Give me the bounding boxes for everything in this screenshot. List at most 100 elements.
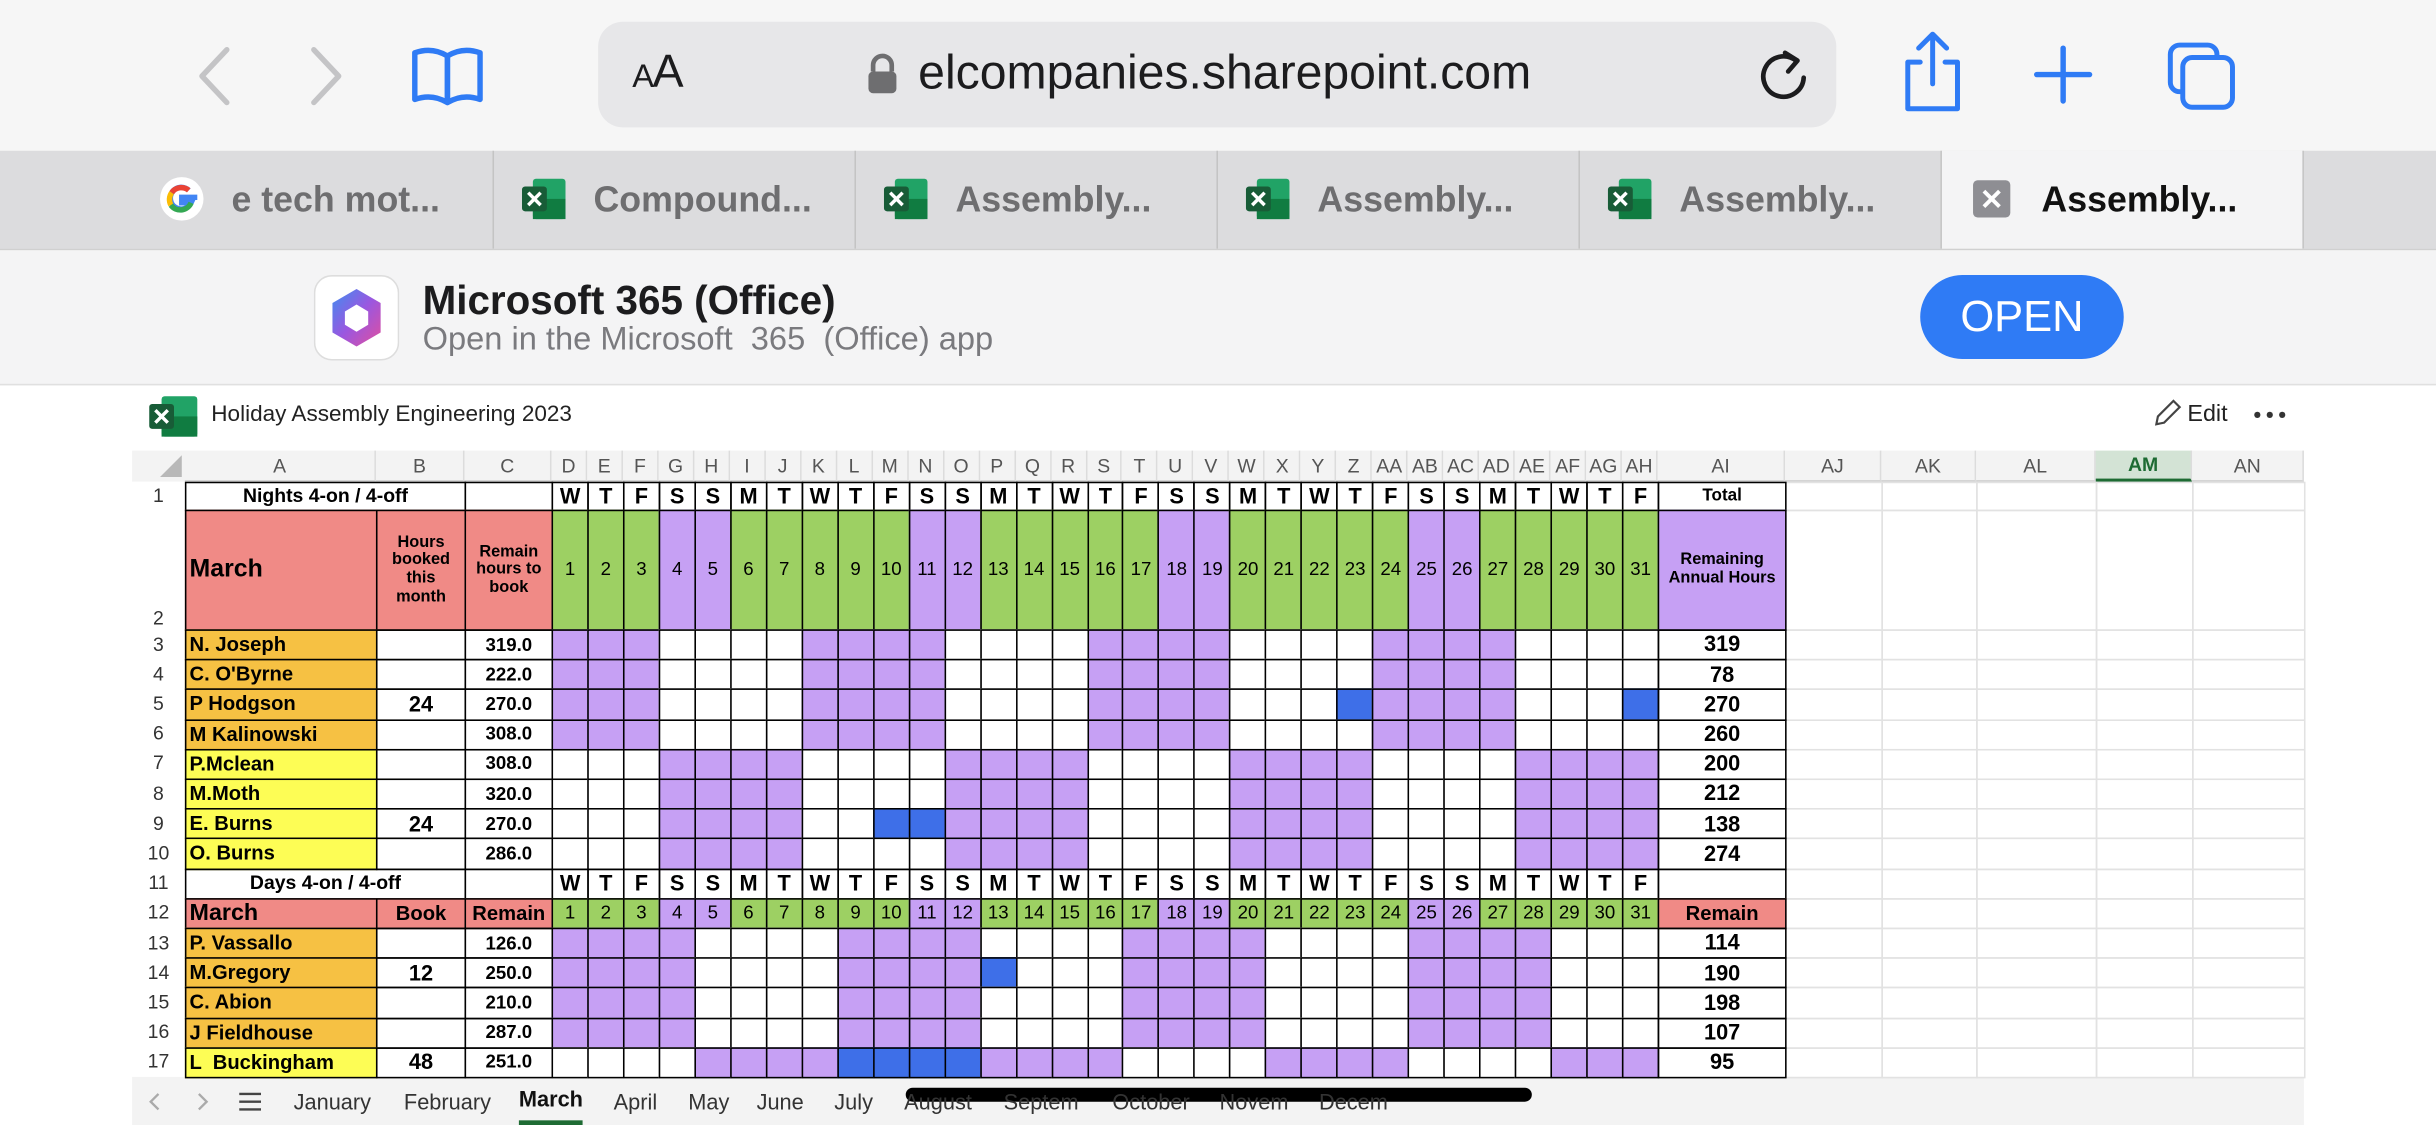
- sheet-tab[interactable]: January: [293, 1088, 372, 1114]
- shift-cell: [551, 927, 589, 960]
- row-header: 13: [132, 927, 185, 958]
- new-tab-button[interactable]: [2034, 45, 2093, 104]
- bookmarks-button[interactable]: [412, 47, 483, 106]
- shift-cell: [587, 957, 625, 989]
- shift-cell: [1514, 1046, 1553, 1079]
- sheet-tab[interactable]: Decem: [1318, 1088, 1388, 1114]
- shift-cell: [1479, 927, 1517, 960]
- shift-cell: [836, 957, 875, 989]
- shift-cell: [1372, 1017, 1410, 1049]
- shift-cell: [944, 688, 982, 721]
- date: 3: [622, 509, 661, 631]
- sheet-tab[interactable]: March: [518, 1077, 583, 1125]
- empty-cell: [2095, 688, 2194, 721]
- date: 5: [694, 509, 732, 631]
- shift-cell: [729, 718, 768, 751]
- shift-cell: [1443, 808, 1481, 840]
- sheet-tab[interactable]: May: [688, 1088, 730, 1114]
- shift-cell: [1086, 659, 1124, 691]
- date: 17: [1122, 897, 1160, 930]
- edit-button[interactable]: Edit: [2187, 400, 2228, 428]
- shift-cell: [1443, 659, 1481, 691]
- shift-cell: [1407, 1046, 1446, 1079]
- column-header: AN: [2192, 450, 2304, 482]
- shift-cell: [872, 1017, 910, 1049]
- more-button[interactable]: [2253, 407, 2287, 423]
- hours-booked: [375, 629, 467, 661]
- hours-remaining: 320.0: [464, 778, 554, 810]
- shift-cell: [587, 629, 625, 661]
- sheet-tab[interactable]: June: [756, 1088, 804, 1114]
- sheet-tab[interactable]: February: [403, 1088, 491, 1114]
- sheet-tab[interactable]: Novem: [1219, 1088, 1289, 1114]
- row-header: 5: [132, 688, 185, 719]
- shift-cell: [1158, 688, 1196, 721]
- browser-tab[interactable]: Assembly...: [1218, 150, 1580, 249]
- prev-sheet[interactable]: [149, 1093, 160, 1111]
- empty-cell: [2192, 659, 2306, 691]
- shift-cell: [1514, 778, 1553, 810]
- shift-cell: [729, 808, 768, 840]
- weekday: S: [908, 481, 946, 512]
- next-sheet[interactable]: [198, 1093, 209, 1111]
- weekday: W: [1550, 867, 1588, 900]
- shift-cell: [694, 838, 732, 870]
- weekday: M: [979, 481, 1017, 512]
- sheet-tab[interactable]: July: [834, 1088, 873, 1114]
- hours-remaining: 251.0: [464, 1046, 554, 1079]
- annual-hours: 198: [1657, 987, 1787, 1019]
- date: 14: [1015, 509, 1053, 631]
- shift-cell: [1479, 987, 1517, 1019]
- shift-cell: [1514, 808, 1553, 840]
- shift-cell: [658, 718, 696, 751]
- shift-cell: [1015, 688, 1053, 721]
- date: 7: [765, 509, 803, 631]
- tabs-button[interactable]: [2167, 42, 2235, 110]
- shift-cell: [1407, 718, 1446, 751]
- browser-tab[interactable]: Assembly...: [1941, 150, 2304, 249]
- shift-cell: [801, 957, 839, 989]
- annual-hours: 114: [1657, 927, 1787, 960]
- browser-tab[interactable]: Assembly...: [1580, 150, 1942, 249]
- empty-cell: [2095, 1017, 2194, 1049]
- booked-header: Book: [375, 897, 467, 930]
- sheet-tab[interactable]: August: [904, 1088, 972, 1114]
- empty-cell: [1785, 808, 1883, 840]
- open-button[interactable]: OPEN: [1920, 275, 2124, 359]
- holiday-cell: [908, 808, 946, 840]
- share-button[interactable]: [1905, 31, 1960, 112]
- shift-cell: [1265, 688, 1303, 721]
- text-size-button[interactable]: AA: [632, 47, 683, 100]
- forward-button[interactable]: [311, 47, 342, 106]
- back-button[interactable]: [199, 47, 230, 106]
- banner-title: Microsoft 365 (Office): [422, 276, 836, 324]
- empty-cell: [2192, 838, 2306, 870]
- shift-cell: [979, 778, 1017, 810]
- sheet-tab[interactable]: April: [613, 1088, 658, 1114]
- shift-cell: [1051, 927, 1089, 960]
- date: 17: [1122, 509, 1160, 631]
- banner-subtitle: Open in the Microsoft 365 (Office) app: [422, 321, 994, 358]
- shift-cell: [1265, 778, 1303, 810]
- shift-cell: [1122, 927, 1160, 960]
- shift-cell: [801, 987, 839, 1019]
- shift-cell: [1586, 808, 1624, 840]
- reload-button[interactable]: [1756, 45, 1812, 104]
- sheet-menu[interactable]: [239, 1092, 261, 1111]
- shift-cell: [658, 838, 696, 870]
- shift-cell: [1443, 748, 1481, 781]
- empty-cell: [1881, 778, 1978, 810]
- select-all[interactable]: [155, 454, 183, 479]
- browser-tab[interactable]: e tech mot...: [132, 150, 495, 249]
- sheet-tab[interactable]: Septem: [1003, 1088, 1079, 1114]
- sheet-tab[interactable]: October: [1112, 1088, 1190, 1114]
- browser-tab[interactable]: Compound...: [494, 150, 857, 249]
- shift-cell: [979, 927, 1017, 960]
- shift-cell: [694, 987, 732, 1019]
- address-bar[interactable]: [598, 21, 1837, 128]
- shift-cell: [872, 838, 910, 870]
- browser-tab[interactable]: Assembly...: [856, 150, 1218, 249]
- weekday: M: [729, 867, 768, 900]
- annual-hours: 78: [1657, 659, 1787, 691]
- shift-cell: [801, 688, 839, 721]
